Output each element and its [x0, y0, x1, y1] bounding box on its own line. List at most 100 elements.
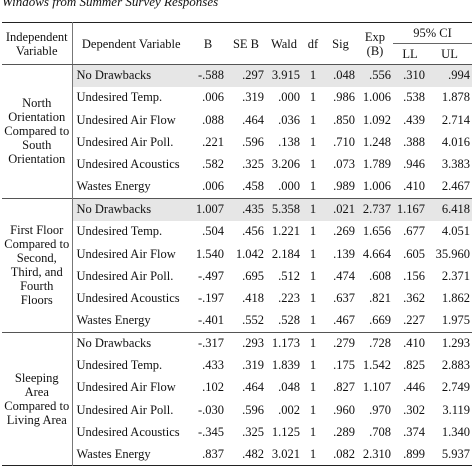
cell-ll: .446	[403, 380, 425, 395]
cell-ul: 2.714	[441, 112, 471, 127]
cell-seb: .293	[226, 331, 266, 355]
header-se-b: SE B	[226, 22, 266, 65]
table-row: Undesired Air Poll. -.030 .596 .002 1 .960 .97…	[2, 399, 472, 421]
table-row: Wastes Energy .006 .458 .000 1 .989 1.006 .410 2…	[2, 176, 472, 198]
header-ul: UL	[427, 43, 473, 65]
table-body: North Orientation Compared to South Orie…	[2, 64, 473, 466]
cell-ul: 2.883	[441, 358, 471, 372]
cell-b: -.197	[197, 291, 224, 306]
table-row: Undesired Air Poll. .221 .596 .138 1 .710 1.24…	[2, 131, 472, 153]
cell-sig: .986	[333, 90, 355, 105]
cell-ll: .410	[393, 331, 427, 355]
header-dependent: Dependent Variable	[72, 22, 190, 65]
cell-seb: 1.042	[235, 246, 264, 261]
cell-b: -.345	[197, 424, 224, 439]
cell-df: 1	[309, 380, 317, 395]
cell-exp: .728	[357, 331, 393, 355]
cell-ul: 2.749	[441, 380, 471, 395]
cell-ll: .946	[403, 157, 425, 172]
cell-wald: 3.021	[271, 446, 300, 461]
cell-df: 1	[309, 112, 317, 127]
cell-wald: 1.221	[271, 224, 300, 239]
cell-df: 1	[309, 424, 317, 439]
dependent-variable-cell: Undesired Air Poll.	[76, 135, 174, 150]
cell-ul: 1.293	[427, 331, 473, 355]
cell-wald: 5.358	[266, 197, 302, 221]
cell-ll: .677	[403, 224, 425, 239]
cell-df: 1	[309, 268, 317, 283]
cell-ul: 2.467	[441, 179, 471, 194]
cell-b: .433	[202, 358, 224, 372]
cell-exp: .669	[369, 313, 391, 328]
cell-sig: .474	[333, 268, 355, 283]
dependent-variable-cell: No Drawbacks	[72, 197, 190, 221]
cell-sig: .989	[333, 179, 355, 194]
cell-df: 1	[302, 64, 324, 87]
cell-ul: 4.016	[441, 135, 471, 150]
cell-sig: .139	[333, 246, 355, 261]
dependent-variable-cell: Undesired Acoustics	[76, 157, 180, 172]
cell-b: -.497	[197, 268, 224, 283]
cell-b: .837	[202, 446, 224, 461]
cell-b: 1.007	[190, 197, 226, 221]
cell-ll: .227	[403, 313, 425, 328]
cell-ll: .156	[403, 268, 425, 283]
cell-b: .504	[202, 224, 224, 239]
cell-exp: 1.656	[362, 224, 391, 239]
cell-ll: .605	[403, 246, 425, 261]
cell-b: -.401	[197, 313, 224, 328]
cell-exp: .608	[369, 268, 391, 283]
cell-exp: 4.664	[362, 246, 391, 261]
independent-variable-label: First Floor Compared to Second, Third, a…	[2, 197, 73, 333]
cell-exp: 1.092	[362, 112, 391, 127]
cell-wald: 3.915	[266, 64, 302, 87]
cell-df: 1	[302, 331, 324, 355]
header-independent: Independent Variable	[2, 22, 73, 65]
cell-wald: 1.125	[271, 424, 300, 439]
cell-df: 1	[309, 246, 317, 261]
cell-b: -.317	[190, 331, 226, 355]
cell-wald: 1.173	[266, 331, 302, 355]
cell-seb: .464	[242, 112, 264, 127]
header-df: df	[302, 22, 324, 65]
table-row: Undesired Acoustics -.345 .325 1.125 1 .289 .7…	[2, 421, 472, 443]
dependent-variable-cell: Wastes Energy	[76, 313, 151, 328]
cell-seb: .456	[242, 224, 264, 239]
cell-b: .088	[202, 112, 224, 127]
cell-b: .102	[202, 380, 224, 395]
table-row: Undesired Air Flow .102 .464 .048 1 .827 1.107…	[2, 377, 472, 399]
header-wald: Wald	[266, 22, 302, 65]
table-row: Undesired Air Flow 1.540 1.042 2.184 1 .139 4.…	[2, 243, 472, 265]
header-sig: Sig	[324, 22, 357, 65]
cell-sig: .175	[333, 358, 355, 372]
cell-ul: 5.937	[441, 446, 471, 461]
cell-exp: .970	[369, 402, 391, 417]
cell-sig: .827	[333, 380, 355, 395]
table-row: Undesired Temp. .006 .319 .000 1 .986 1.006 .53…	[2, 87, 472, 109]
cell-ll: 1.167	[393, 197, 427, 221]
header-ll: LL	[393, 43, 427, 65]
cell-b: 1.540	[195, 246, 224, 261]
cell-df: 1	[309, 291, 317, 306]
cell-sig: .082	[333, 446, 355, 461]
cell-wald: .223	[278, 291, 300, 306]
cell-seb: .319	[242, 358, 264, 372]
cell-seb: .458	[242, 179, 264, 194]
cell-ll: .410	[403, 179, 425, 194]
cell-ll: .362	[403, 291, 425, 306]
cell-seb: .297	[226, 64, 266, 87]
cell-sig: .269	[333, 224, 355, 239]
dependent-variable-cell: Wastes Energy	[76, 446, 151, 461]
table-caption: Windows from Summer Survey Responses	[2, 0, 219, 9]
cell-wald: .000	[278, 90, 300, 105]
cell-wald: .528	[278, 313, 300, 328]
cell-seb: .325	[242, 157, 264, 172]
header-exp-b: Exp (B)	[357, 22, 393, 65]
cell-sig: .710	[333, 135, 355, 150]
dependent-variable-cell: Undesired Acoustics	[76, 291, 180, 306]
cell-df: 1	[309, 135, 317, 150]
table-row: Wastes Energy .837 .482 3.021 1 .082 2.310 .899…	[2, 444, 472, 466]
cell-df: 1	[309, 179, 317, 194]
cell-wald: .048	[278, 380, 300, 395]
dependent-variable-cell: Undesired Air Flow	[76, 246, 176, 261]
